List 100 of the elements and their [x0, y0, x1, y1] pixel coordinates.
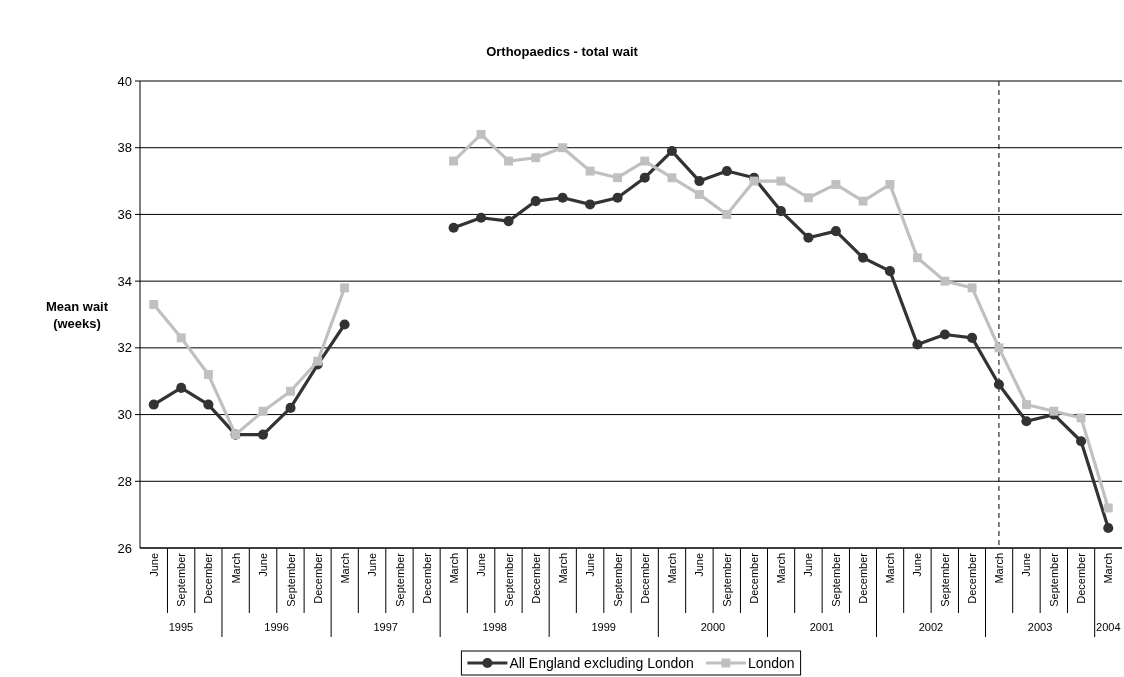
point [776, 176, 786, 186]
point [993, 379, 1004, 390]
x-tick-label: June [475, 553, 488, 577]
point [1021, 416, 1032, 427]
point [939, 329, 950, 340]
x-tick-label: March [883, 553, 896, 584]
x-tick-label: March [665, 553, 678, 584]
point [885, 179, 895, 189]
point [476, 212, 487, 223]
y-tick-label: 40 [117, 73, 132, 89]
x-tick-label: September [1047, 552, 1060, 607]
x-tick-label: June [366, 553, 379, 577]
x-tick-label: March [229, 553, 242, 584]
point [775, 206, 786, 217]
x-tick-label: June [693, 553, 706, 577]
x-tick-label: March [1102, 553, 1115, 584]
point [640, 156, 650, 166]
point [912, 253, 922, 263]
point [203, 399, 214, 410]
point [585, 166, 595, 176]
x-tick-label: December [638, 552, 651, 604]
x-tick-label: September [829, 552, 842, 607]
point [503, 216, 514, 227]
x-tick-label: September [284, 552, 297, 607]
chart-title: Orthopaedics - total wait [486, 44, 639, 59]
point [1021, 400, 1031, 410]
point [749, 176, 759, 186]
point [258, 429, 269, 440]
x-tick-label: June [911, 553, 924, 577]
y-tick-label: 34 [117, 273, 132, 289]
x-tick-label: December [529, 552, 542, 604]
point [612, 192, 623, 203]
x-tick-label: March [556, 553, 569, 584]
text: 1997 [373, 621, 398, 633]
text: 2003 [1027, 621, 1053, 633]
point [830, 226, 841, 237]
text: 2001 [809, 621, 835, 633]
x-tick-label: June [147, 553, 160, 577]
text: 1995 [168, 621, 194, 633]
text: 2000 [700, 621, 726, 633]
point [258, 406, 268, 416]
point [176, 333, 186, 343]
x-tick-label: December [420, 552, 433, 604]
point [721, 166, 732, 177]
point [722, 209, 732, 219]
x-tick-label: December [311, 552, 324, 604]
x-tick-label: December [202, 552, 215, 604]
point [858, 196, 868, 206]
x-tick-label: December [966, 552, 979, 604]
point [884, 266, 895, 277]
point [912, 339, 923, 350]
x-tick-label: September [393, 552, 406, 607]
point [1076, 436, 1087, 447]
x-tick-label: March [447, 553, 460, 584]
x-tick-label: March [338, 553, 351, 584]
x-tick-label: December [748, 552, 761, 604]
point [694, 189, 704, 199]
point [448, 222, 459, 233]
point [285, 402, 296, 413]
point [666, 146, 677, 157]
text: 2002 [918, 621, 944, 633]
x-tick-label: September [611, 552, 624, 607]
y-axis-title: Mean wait (weeks) [45, 298, 109, 331]
point [286, 386, 295, 396]
x-tick-label: September [938, 552, 951, 607]
x-tick-label: September [502, 552, 515, 607]
point [585, 199, 596, 210]
y-tick-label: 26 [117, 540, 132, 556]
x-tick-label: March [992, 553, 1005, 584]
legend-label: All England excluding London [509, 655, 694, 671]
point [340, 283, 350, 293]
point [148, 399, 159, 410]
y-tick-label: 36 [117, 206, 132, 222]
point [313, 356, 323, 366]
point [1103, 503, 1113, 513]
point [339, 319, 350, 330]
text: 1999 [591, 621, 616, 633]
legend-label: London [747, 655, 795, 671]
point [639, 172, 650, 183]
point [476, 129, 486, 139]
x-tick-label: December [857, 552, 870, 604]
point [530, 196, 541, 207]
point [667, 173, 677, 183]
point [940, 276, 950, 286]
point [613, 173, 623, 183]
x-tick-label: June [584, 553, 597, 577]
point [176, 382, 187, 393]
point [531, 153, 541, 163]
text: 1998 [482, 621, 507, 633]
point [803, 193, 813, 203]
point [557, 192, 568, 203]
point [694, 176, 705, 187]
point [831, 179, 841, 189]
x-tick-label: September [175, 552, 188, 607]
point [858, 252, 869, 263]
x-tick-label: September [720, 552, 733, 607]
point [1103, 522, 1114, 534]
x-tick-label: June [257, 553, 270, 577]
point [149, 300, 159, 309]
point [203, 370, 213, 380]
